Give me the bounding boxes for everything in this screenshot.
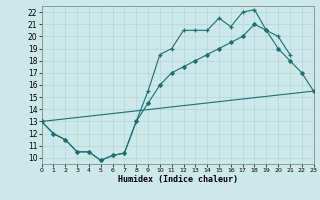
X-axis label: Humidex (Indice chaleur): Humidex (Indice chaleur) [118, 175, 237, 184]
